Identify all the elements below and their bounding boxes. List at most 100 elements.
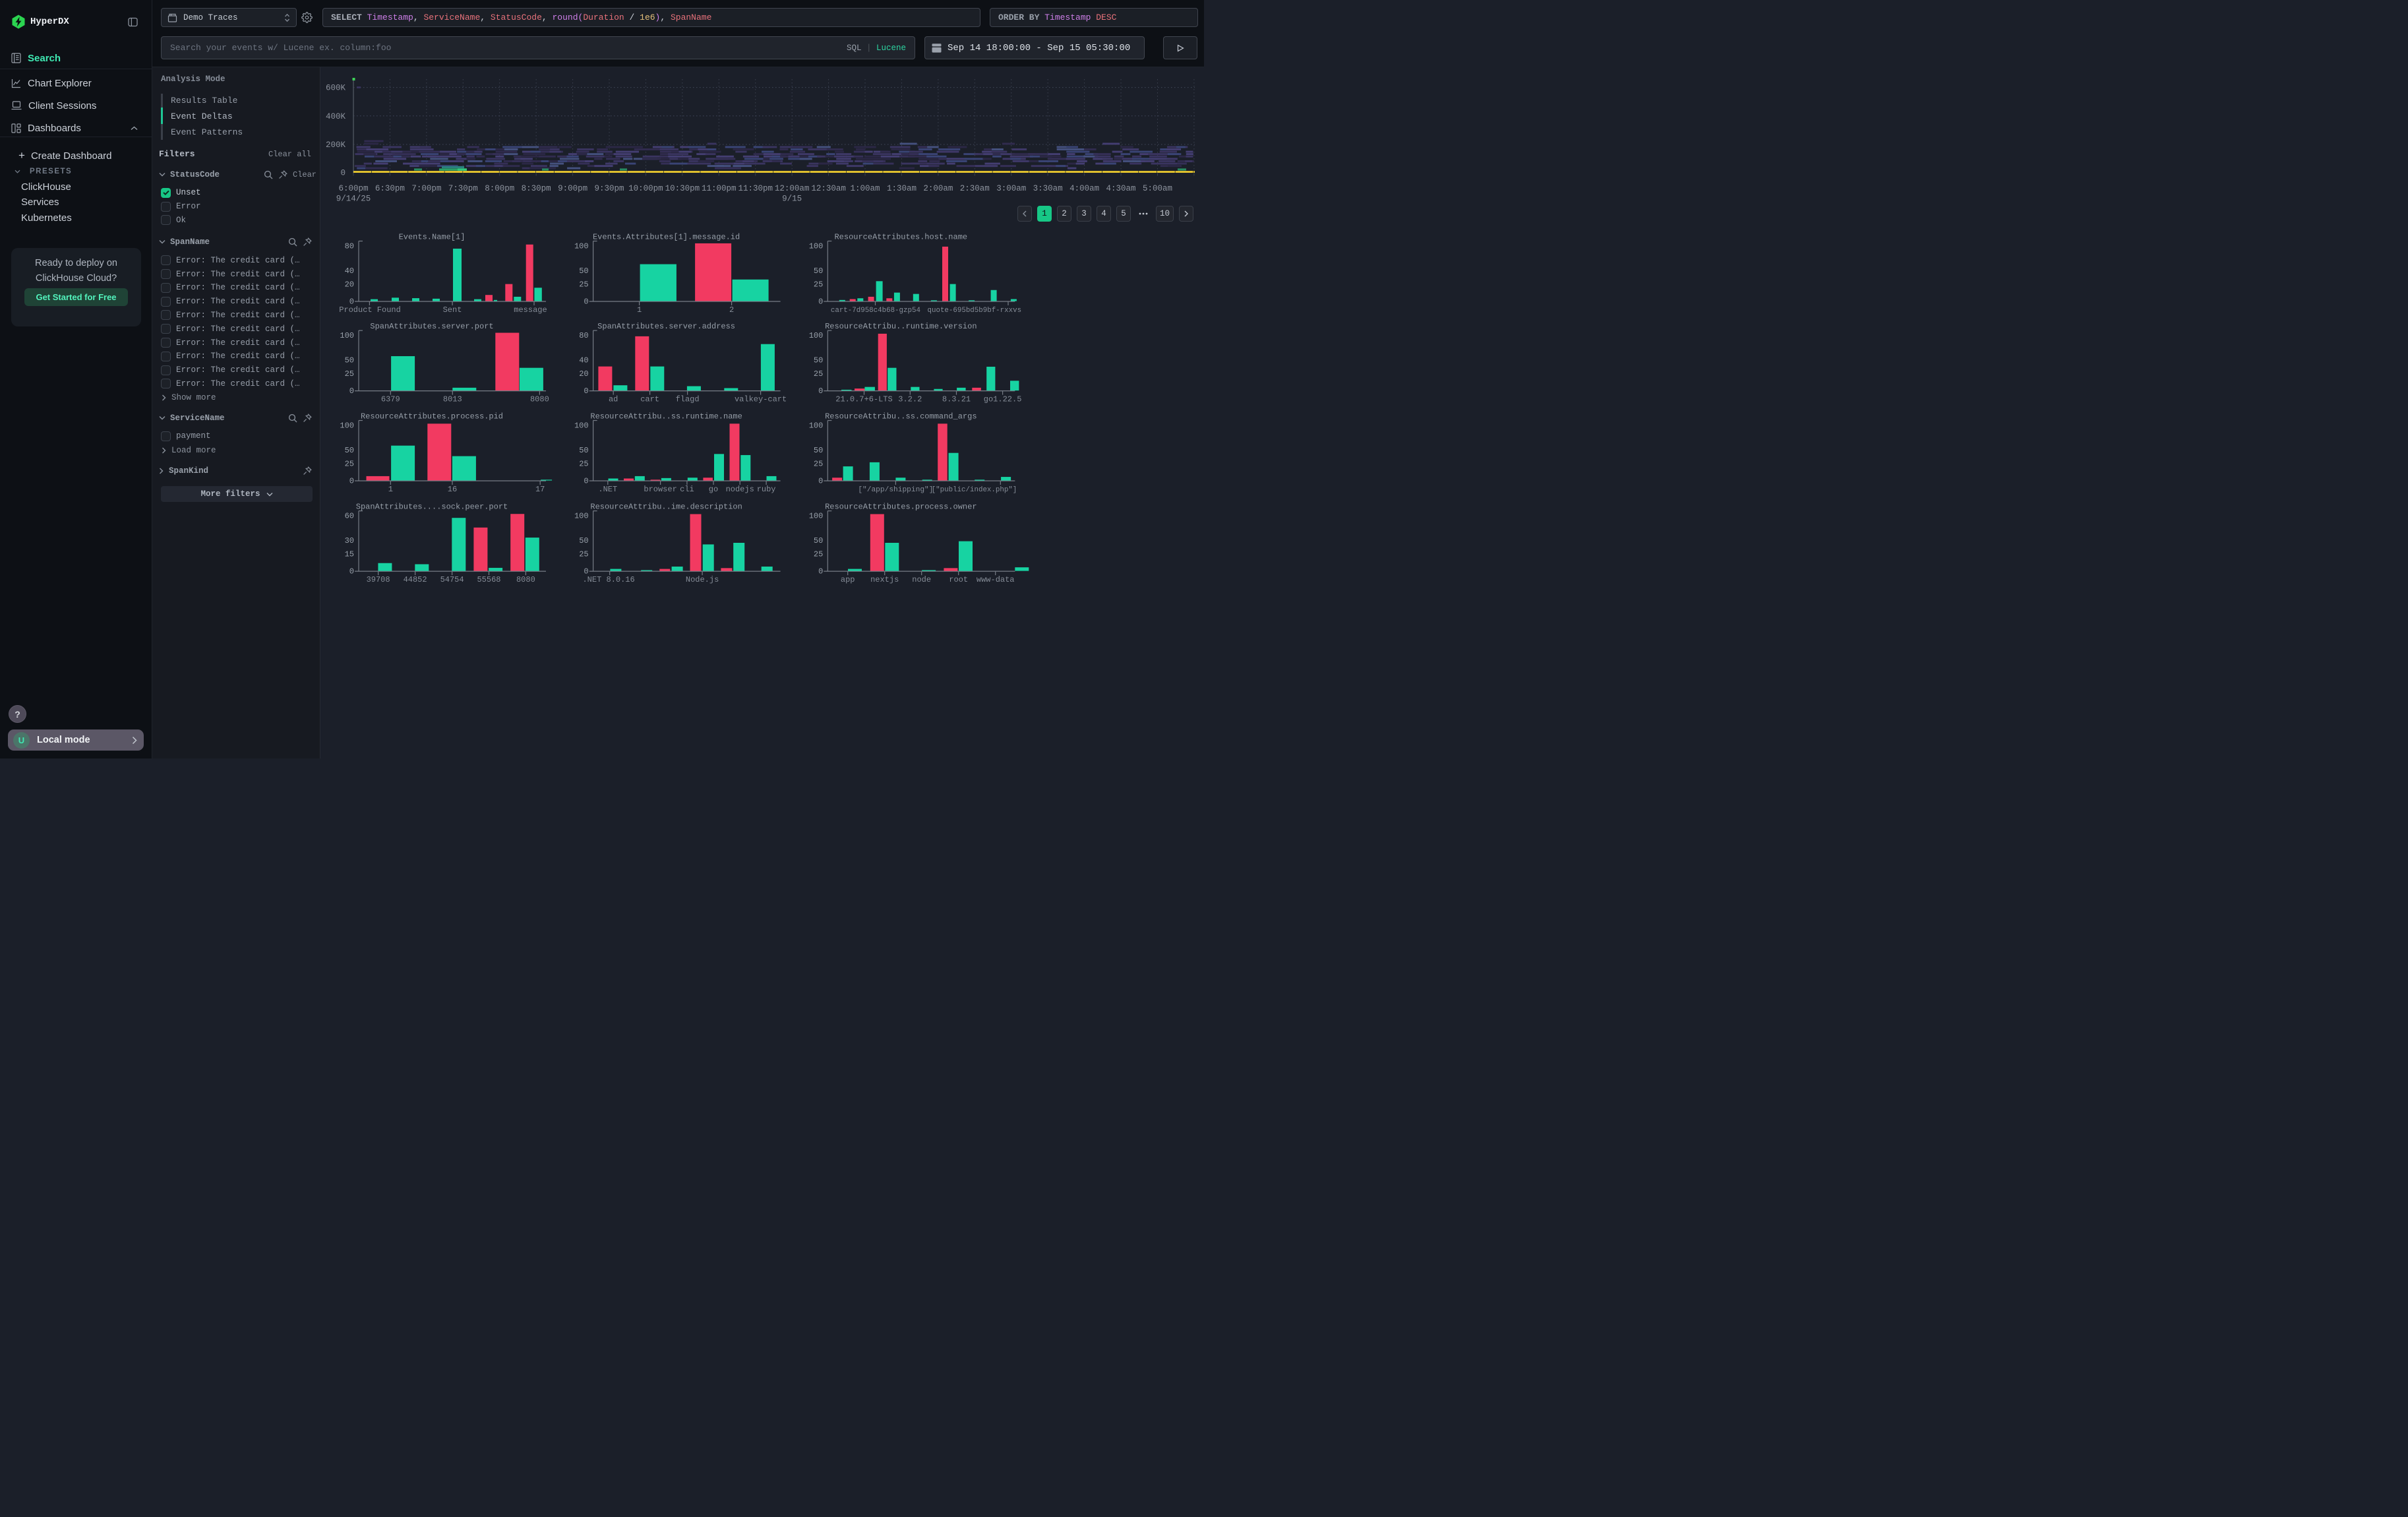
svg-text:21.0.7+6-LTS: 21.0.7+6-LTS <box>835 395 892 404</box>
svg-text:8080: 8080 <box>530 395 549 404</box>
svg-text:6:00pm: 6:00pm <box>338 184 368 193</box>
svg-text:100: 100 <box>809 331 824 340</box>
svg-text:go1.22.5: go1.22.5 <box>984 395 1022 404</box>
svg-text:600K: 600K <box>326 84 346 93</box>
svg-text:100: 100 <box>574 242 589 251</box>
svg-text:100: 100 <box>340 421 354 431</box>
svg-text:12:00am: 12:00am <box>775 184 810 193</box>
svg-text:0: 0 <box>818 477 823 486</box>
svg-text:ResourceAttributes.process.own: ResourceAttributes.process.owner <box>825 503 977 512</box>
svg-text:Node.js: Node.js <box>686 575 719 584</box>
svg-text:8013: 8013 <box>443 395 462 404</box>
svg-text:25: 25 <box>814 460 823 469</box>
svg-text:30: 30 <box>345 536 354 545</box>
svg-text:ResourceAttribu..ss.runtime.na: ResourceAttribu..ss.runtime.name <box>590 412 742 421</box>
svg-text:50: 50 <box>579 266 588 276</box>
svg-text:60: 60 <box>345 512 354 521</box>
svg-text:nodejs: nodejs <box>726 485 754 494</box>
svg-text:100: 100 <box>809 512 824 521</box>
svg-text:10:30pm: 10:30pm <box>665 184 700 193</box>
svg-text:0: 0 <box>349 567 354 576</box>
svg-text:25: 25 <box>345 460 354 469</box>
svg-text:app: app <box>841 575 855 584</box>
svg-text:1:00am: 1:00am <box>851 184 880 193</box>
svg-text:50: 50 <box>345 446 354 455</box>
svg-text:0: 0 <box>818 297 823 307</box>
svg-text:ad: ad <box>609 395 618 404</box>
svg-text:9:00pm: 9:00pm <box>558 184 587 193</box>
svg-text:100: 100 <box>574 512 589 521</box>
svg-text:39708: 39708 <box>367 575 390 584</box>
svg-text:3:00am: 3:00am <box>996 184 1026 193</box>
svg-text:25: 25 <box>814 369 823 379</box>
svg-text:flagd: flagd <box>676 395 700 404</box>
svg-text:25: 25 <box>579 550 588 559</box>
svg-text:11:30pm: 11:30pm <box>738 184 773 193</box>
svg-text:100: 100 <box>809 421 824 431</box>
svg-text:16: 16 <box>448 485 457 494</box>
svg-text:50: 50 <box>814 356 823 365</box>
svg-text:0: 0 <box>584 567 588 576</box>
svg-text:50: 50 <box>814 536 823 545</box>
svg-text:["public/index.php"]: ["public/index.php"] <box>932 486 1017 494</box>
svg-text:80: 80 <box>345 242 354 251</box>
svg-text:.NET 8.0.16: .NET 8.0.16 <box>582 575 634 584</box>
svg-text:25: 25 <box>579 280 588 290</box>
svg-text:cart: cart <box>640 395 659 404</box>
svg-text:ResourceAttribu..ime.descripti: ResourceAttribu..ime.description <box>590 503 742 512</box>
svg-text:0: 0 <box>349 297 354 307</box>
svg-text:50: 50 <box>814 266 823 276</box>
svg-text:go: go <box>709 485 718 494</box>
svg-text:SpanAttributes....sock.peer.po: SpanAttributes....sock.peer.port <box>356 503 508 512</box>
svg-text:7:30pm: 7:30pm <box>448 184 478 193</box>
svg-text:ruby: ruby <box>757 485 776 494</box>
svg-text:SpanAttributes.server.address: SpanAttributes.server.address <box>597 322 735 331</box>
svg-text:400K: 400K <box>326 112 346 121</box>
svg-text:0: 0 <box>818 387 823 396</box>
svg-text:["/app/shipping"]: ["/app/shipping"] <box>858 486 933 494</box>
svg-text:www-data: www-data <box>977 575 1015 584</box>
svg-text:8:30pm: 8:30pm <box>522 184 551 193</box>
svg-text:Product Found: Product Found <box>339 305 401 315</box>
svg-text:17: 17 <box>535 485 545 494</box>
svg-text:8.3.21: 8.3.21 <box>942 395 971 404</box>
svg-text:50: 50 <box>345 356 354 365</box>
svg-text:25: 25 <box>814 550 823 559</box>
svg-text:Events.Attributes[1].message.i: Events.Attributes[1].message.id <box>593 233 740 242</box>
svg-text:2:00am: 2:00am <box>923 184 953 193</box>
svg-text:1: 1 <box>388 485 393 494</box>
svg-text:2: 2 <box>729 305 734 315</box>
svg-text:50: 50 <box>579 446 588 455</box>
svg-text:100: 100 <box>340 331 354 340</box>
svg-text:9:30pm: 9:30pm <box>595 184 624 193</box>
svg-text:54754: 54754 <box>440 575 464 584</box>
svg-text:9/14/25: 9/14/25 <box>336 195 371 204</box>
svg-text:44852: 44852 <box>404 575 427 584</box>
svg-text:55568: 55568 <box>477 575 500 584</box>
svg-text:20: 20 <box>579 369 588 379</box>
svg-text:25: 25 <box>345 369 354 379</box>
svg-text:Events.Name[1]: Events.Name[1] <box>399 233 466 242</box>
svg-text:50: 50 <box>814 446 823 455</box>
svg-text:1:30am: 1:30am <box>887 184 917 193</box>
svg-text:2:30am: 2:30am <box>960 184 990 193</box>
svg-text:message: message <box>514 305 547 315</box>
svg-text:cart-7d958c4b68-gzp54: cart-7d958c4b68-gzp54 <box>831 307 920 315</box>
svg-text:SpanAttributes.server.port: SpanAttributes.server.port <box>370 322 493 331</box>
svg-text:11:00pm: 11:00pm <box>702 184 737 193</box>
svg-text:.NET: .NET <box>598 485 617 494</box>
svg-text:valkey-cart: valkey-cart <box>735 395 787 404</box>
svg-text:Sent: Sent <box>443 305 462 315</box>
svg-text:8:00pm: 8:00pm <box>485 184 514 193</box>
svg-text:80: 80 <box>579 331 588 340</box>
svg-text:25: 25 <box>579 460 588 469</box>
svg-text:6379: 6379 <box>381 395 400 404</box>
svg-text:0: 0 <box>584 477 588 486</box>
svg-text:root: root <box>949 575 968 584</box>
svg-text:5:00am: 5:00am <box>1143 184 1172 193</box>
svg-text:200K: 200K <box>326 140 346 150</box>
svg-text:cli: cli <box>680 485 694 494</box>
svg-text:4:30am: 4:30am <box>1106 184 1136 193</box>
svg-text:7:00pm: 7:00pm <box>411 184 441 193</box>
svg-text:100: 100 <box>574 421 589 431</box>
